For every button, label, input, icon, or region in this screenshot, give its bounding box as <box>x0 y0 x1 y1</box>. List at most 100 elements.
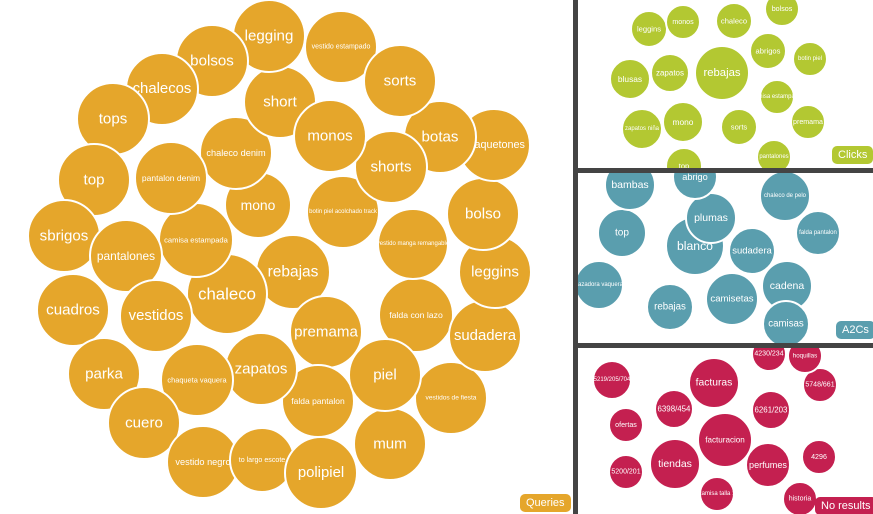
queries-bubble[interactable]: vestido negro <box>166 425 240 499</box>
queries-bubble[interactable]: parka <box>67 337 141 411</box>
a2cs-bubble[interactable]: bambas <box>604 173 656 211</box>
queries-bubble[interactable]: top <box>57 143 131 217</box>
queries-bubble[interactable]: legging <box>232 0 306 73</box>
no-results-bubble[interactable]: 6398/454 <box>654 389 694 429</box>
no-results-bubble-circle <box>697 412 753 468</box>
clicks-bubble[interactable]: nisa estampa <box>759 79 796 115</box>
clicks-bubble-circle <box>759 79 795 115</box>
no-results-bubble[interactable]: historia <box>782 481 818 514</box>
clicks-bubble-circle <box>749 32 787 70</box>
clicks-bubble[interactable]: zapatos <box>650 53 690 93</box>
no-results-bubble[interactable]: 5200/201 <box>608 454 644 490</box>
queries-bubble[interactable]: shorts <box>354 130 428 204</box>
clicks-bubble[interactable]: chaleco <box>715 2 753 40</box>
clicks-bubble[interactable]: bolsos <box>764 0 800 27</box>
queries-bubble[interactable]: tops <box>76 82 150 156</box>
queries-bubble[interactable]: vestido estampado <box>304 10 378 84</box>
queries-bubble-chart: rebajas mono chaleco premama falda con lazo v… <box>27 0 532 510</box>
queries-bubble[interactable]: sorts <box>363 44 437 118</box>
no-results-bubble[interactable]: perfumes <box>745 442 791 488</box>
clicks-bubble[interactable]: mono <box>662 101 704 143</box>
clicks-bubble-circle <box>715 2 753 40</box>
clicks-bubble[interactable]: leggins <box>630 10 668 48</box>
no-results-bubble[interactable]: facturacion <box>697 412 753 468</box>
queries-bubble[interactable]: zapatos <box>224 332 298 406</box>
a2cs-bubble[interactable]: cazadora vaquera <box>578 260 624 310</box>
no-results-bubble[interactable]: hoquillas <box>787 348 823 374</box>
queries-bubble-label: parka <box>85 366 123 383</box>
no-results-bubble-label: 5748/661 <box>805 382 834 389</box>
clicks-bubble[interactable]: pantalones <box>756 139 792 168</box>
a2cs-bubble[interactable]: chaleco de pelo <box>759 173 811 222</box>
queries-bubble[interactable]: bolso <box>446 177 520 251</box>
no-results-bubble[interactable]: 5219/205/704 <box>592 360 632 400</box>
no-results-bubble-circle <box>699 476 735 512</box>
no-results-bubble[interactable]: facturas <box>688 357 740 409</box>
no-results-bubble[interactable]: 6261/203 <box>751 390 791 430</box>
no-results-bubble[interactable]: camisa talla 1 <box>699 476 736 512</box>
no-results-bubble-circle <box>802 367 838 403</box>
no-results-bubble-label: historia <box>789 496 812 503</box>
clicks-bubble-label: leggins <box>637 25 661 34</box>
no-results-bubble-label: perfumes <box>749 460 787 470</box>
queries-bubble[interactable]: cuero <box>107 386 181 460</box>
queries-bubble-circle <box>363 44 437 118</box>
queries-bubble[interactable]: premama <box>289 295 363 369</box>
a2cs-bubble[interactable]: sudadera <box>728 227 776 275</box>
queries-bubble[interactable]: mum <box>353 407 427 481</box>
clicks-bubble[interactable]: top <box>665 147 703 168</box>
clicks-bubble-circle <box>764 0 800 27</box>
queries-bubble[interactable]: polipiel <box>284 436 358 510</box>
clicks-bubble[interactable]: rebajas <box>694 45 750 101</box>
queries-bubble[interactable]: chaqueta vaquera <box>160 343 234 417</box>
a2cs-bubble[interactable]: top <box>597 208 647 258</box>
queries-bubble[interactable]: botin piel acolchado track <box>306 175 380 249</box>
clicks-bubble[interactable]: abrigos <box>749 32 787 70</box>
queries-bubble[interactable]: vestido manga remangable <box>377 208 450 280</box>
a2cs-bubble[interactable]: rebajas <box>646 283 694 331</box>
queries-panel: rebajas mono chaleco premama falda con lazo v… <box>27 0 571 512</box>
queries-bubble[interactable]: monos <box>293 99 367 173</box>
no-results-legend: No results <box>815 497 873 514</box>
no-results-bubble[interactable]: tiendas <box>649 438 701 490</box>
clicks-bubble[interactable]: zapatos niña <box>621 108 663 150</box>
no-results-bubble[interactable]: 4230/234 <box>751 348 787 372</box>
queries-bubble[interactable]: cuadros <box>36 273 110 347</box>
queries-bubble-label: vestidos de fiesta <box>426 395 477 402</box>
no-results-bubble-label: 5219/205/704 <box>594 377 631 383</box>
a2cs-bubble[interactable]: camisetas <box>705 272 759 326</box>
queries-bubble[interactable]: rebajas <box>255 234 331 310</box>
a2cs-bubble[interactable]: camisas <box>762 300 810 343</box>
clicks-bubble[interactable]: monos <box>665 4 701 40</box>
clicks-bubble[interactable]: botin piel <box>792 41 828 77</box>
queries-bubble[interactable]: chaquetones <box>457 108 531 182</box>
no-results-bubble-circle <box>608 454 644 490</box>
queries-bubble[interactable]: vestidos de fiesta <box>414 361 488 435</box>
no-results-bubble[interactable]: 4296 <box>801 439 837 475</box>
queries-bubble[interactable]: piel <box>348 338 422 412</box>
a2cs-bubble[interactable]: plumas <box>685 192 737 244</box>
clicks-legend: Clicks <box>832 146 873 164</box>
no-results-bubble-label: 6261/203 <box>755 406 789 415</box>
no-results-bubble-label: 4296 <box>811 453 827 461</box>
clicks-bubble-circle <box>720 108 758 146</box>
no-results-bubble-circle <box>592 360 632 400</box>
queries-bubble[interactable]: to largo escote <box>229 427 295 493</box>
a2cs-bubble-circle <box>672 173 718 200</box>
queries-bubble[interactable]: vestidos <box>119 279 193 353</box>
a2cs-bubble[interactable]: falda pantalon <box>795 210 841 256</box>
no-results-bubble[interactable]: ofertas <box>608 407 644 443</box>
queries-bubble[interactable]: sudadera <box>448 299 522 373</box>
a2cs-bubble-label: sudadera <box>732 246 772 257</box>
no-results-bubble[interactable]: 5748/661 <box>802 367 838 403</box>
queries-bubble[interactable]: sbrigos <box>27 199 101 273</box>
queries-bubble[interactable]: chaleco denim <box>199 116 273 190</box>
a2cs-bubble[interactable]: cadena <box>761 260 813 312</box>
clicks-bubble[interactable]: sorts <box>720 108 758 146</box>
clicks-bubble[interactable]: blusas <box>609 58 651 100</box>
queries-bubble[interactable]: pantalon denim <box>134 141 208 215</box>
clicks-bubble[interactable]: premama <box>790 104 826 140</box>
a2cs-bubble[interactable]: abrigo <box>672 173 718 200</box>
queries-bubble-circle <box>134 141 208 215</box>
queries-bubble[interactable]: pantalones <box>89 219 163 293</box>
